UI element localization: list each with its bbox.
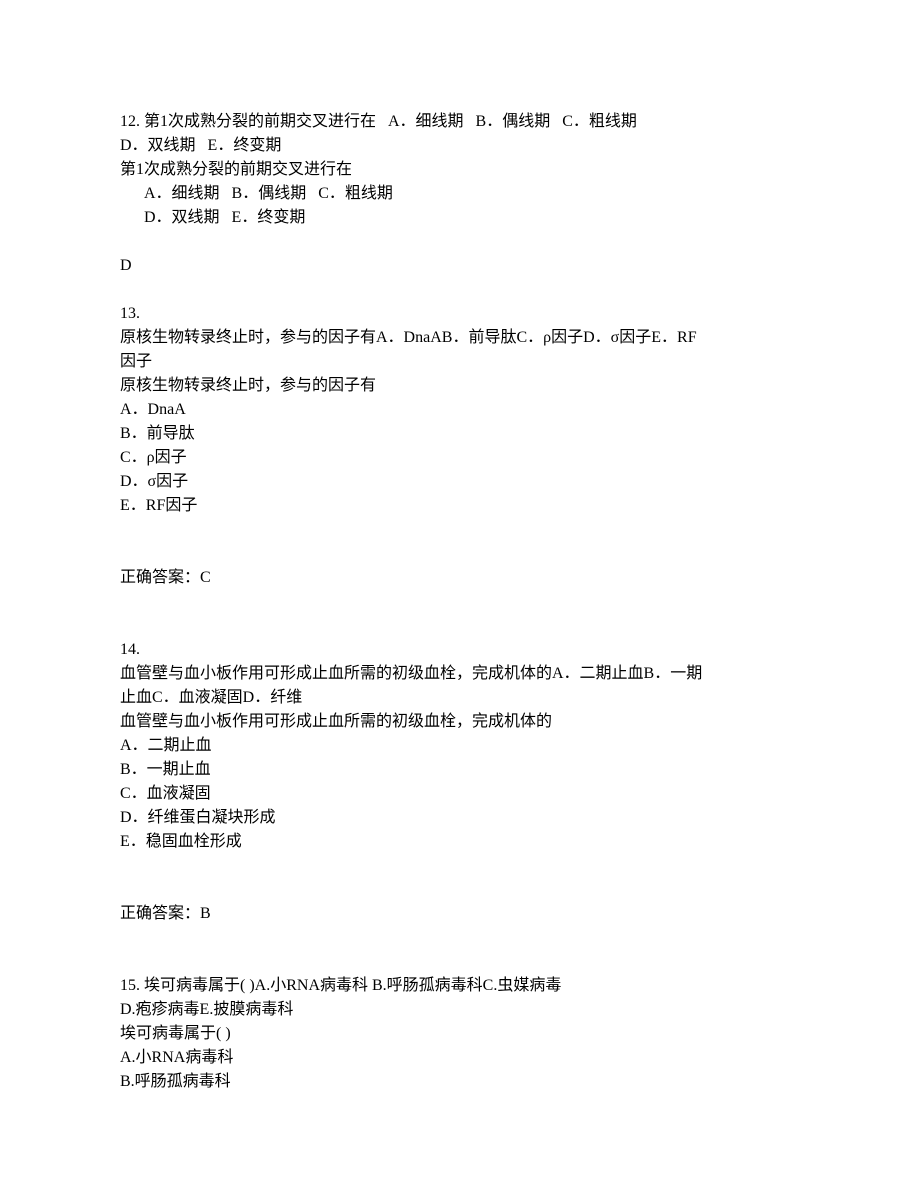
option-d: D．纤维蛋白凝块形成 [120, 806, 800, 830]
option-c: C．ρ因子 [120, 446, 800, 470]
question-title-line: 因子 [120, 350, 800, 374]
option-b: B.呼肠孤病毒科 [120, 1070, 800, 1094]
question-number: 14. [120, 638, 800, 662]
option-d: D．σ因子 [120, 470, 800, 494]
question-12: 12. 第1次成熟分裂的前期交叉进行在 A．细线期 B．偶线期 C．粗线期 D．… [120, 110, 800, 278]
option-c: C．血液凝固 [120, 782, 800, 806]
option-e: E．稳固血栓形成 [120, 830, 800, 854]
question-15: 15. 埃可病毒属于( )A.小RNA病毒科 B.呼肠孤病毒科C.虫媒病毒 D.… [120, 974, 800, 1094]
option-b: B．一期止血 [120, 758, 800, 782]
question-title-line: 12. 第1次成熟分裂的前期交叉进行在 A．细线期 B．偶线期 C．粗线期 [120, 110, 800, 134]
option-a: A．DnaA [120, 398, 800, 422]
question-stem: 血管壁与血小板作用可形成止血所需的初级血栓，完成机体的 [120, 710, 800, 734]
question-title-line: D．双线期 E．终变期 [120, 134, 800, 158]
question-title-line: 血管壁与血小板作用可形成止血所需的初级血栓，完成机体的A．二期止血B．一期 [120, 662, 800, 686]
question-title-line: 原核生物转录终止时，参与的因子有A．DnaAB．前导肽C．ρ因子D．σ因子E．R… [120, 326, 800, 350]
option-a: A.小RNA病毒科 [120, 1046, 800, 1070]
option-line: A．细线期 B．偶线期 C．粗线期 [120, 182, 800, 206]
question-stem: 第1次成熟分裂的前期交叉进行在 [120, 158, 800, 182]
option-e: E．RF因子 [120, 494, 800, 518]
question-stem: 原核生物转录终止时，参与的因子有 [120, 374, 800, 398]
question-title-line: 止血C．血液凝固D．纤维 [120, 686, 800, 710]
option-b: B．前导肽 [120, 422, 800, 446]
option-line: D．双线期 E．终变期 [120, 206, 800, 230]
question-stem: 埃可病毒属于( ) [120, 1022, 800, 1046]
question-title-line: 15. 埃可病毒属于( )A.小RNA病毒科 B.呼肠孤病毒科C.虫媒病毒 [120, 974, 800, 998]
answer: 正确答案：C [120, 566, 800, 590]
question-13: 13. 原核生物转录终止时，参与的因子有A．DnaAB．前导肽C．ρ因子D．σ因… [120, 302, 800, 590]
question-title-line: D.疱疹病毒E.披膜病毒科 [120, 998, 800, 1022]
question-number: 13. [120, 302, 800, 326]
question-14: 14. 血管壁与血小板作用可形成止血所需的初级血栓，完成机体的A．二期止血B．一… [120, 638, 800, 926]
option-a: A．二期止血 [120, 734, 800, 758]
answer: 正确答案：B [120, 902, 800, 926]
answer: D [120, 254, 800, 278]
